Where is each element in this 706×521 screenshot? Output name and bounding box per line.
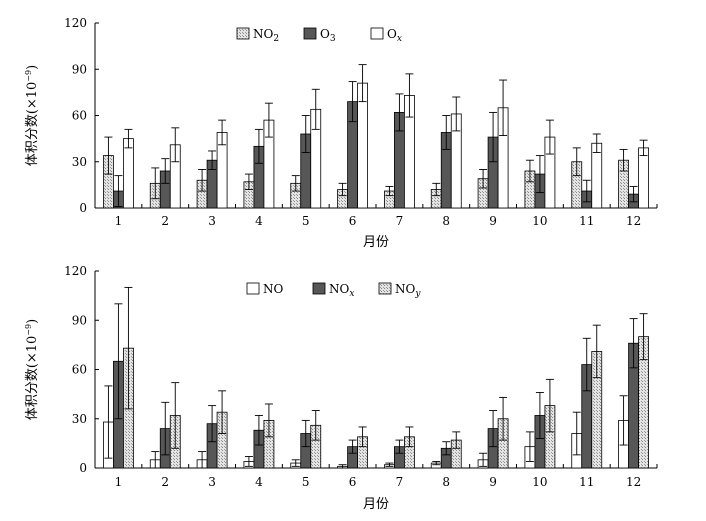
y-axis-label: 体积分数(×10−9) (24, 319, 40, 420)
x-tick-label: 10 (532, 475, 547, 489)
y-axis-label: 体积分数(×10−9) (24, 65, 40, 166)
x-tick-label: 2 (161, 214, 169, 228)
y-tick-label: 0 (79, 461, 87, 475)
x-tick-label: 4 (255, 475, 263, 489)
legend-label: NOx (329, 282, 354, 299)
legend-swatch (303, 27, 317, 40)
y-tick-label: 120 (64, 264, 87, 278)
legend-label: O3 (320, 27, 336, 44)
legend-swatch (312, 282, 326, 295)
bar (123, 138, 134, 209)
legend-label: Ox (387, 27, 402, 44)
x-tick-label: 8 (442, 214, 450, 228)
x-tick-label: 11 (579, 214, 594, 228)
legend-label: NOy (395, 282, 421, 299)
bar (638, 147, 649, 209)
x-tick-label: 11 (579, 475, 594, 489)
x-tick-label: 6 (349, 214, 357, 228)
y-tick-label: 30 (72, 412, 87, 426)
x-tick-label: 2 (161, 475, 169, 489)
legend-swatch (370, 27, 384, 40)
x-tick-label: 3 (208, 475, 216, 489)
x-axis-label: 月份 (363, 497, 389, 512)
y-tick-label: 90 (72, 313, 87, 327)
x-tick-label: 9 (489, 214, 497, 228)
legend-label: NO2 (253, 27, 279, 44)
x-tick-label: 1 (115, 214, 123, 228)
x-tick-label: 12 (626, 475, 641, 489)
x-tick-label: 9 (489, 475, 497, 489)
y-tick-label: 0 (79, 201, 87, 215)
x-axis-label: 月份 (363, 235, 389, 250)
y-tick-label: 30 (72, 155, 87, 169)
x-tick-label: 4 (255, 214, 263, 228)
x-tick-label: 1 (115, 475, 123, 489)
y-tick-label: 120 (64, 16, 87, 30)
legend-swatch (236, 27, 250, 40)
bar (591, 142, 603, 209)
x-tick-label: 10 (532, 214, 547, 228)
x-tick-label: 12 (626, 214, 641, 228)
x-tick-label: 8 (442, 475, 450, 489)
y-tick-label: 60 (72, 109, 87, 123)
x-tick-label: 5 (302, 214, 310, 228)
legend-swatch (246, 282, 260, 295)
x-tick-label: 7 (396, 214, 404, 228)
x-tick-label: 3 (208, 214, 216, 228)
legend-label: NO (263, 282, 284, 296)
x-tick-label: 5 (302, 475, 310, 489)
legend-swatch (378, 282, 392, 295)
x-tick-label: 7 (396, 475, 404, 489)
y-tick-label: 60 (72, 363, 87, 377)
x-tick-label: 6 (349, 475, 357, 489)
y-tick-label: 90 (72, 62, 87, 76)
